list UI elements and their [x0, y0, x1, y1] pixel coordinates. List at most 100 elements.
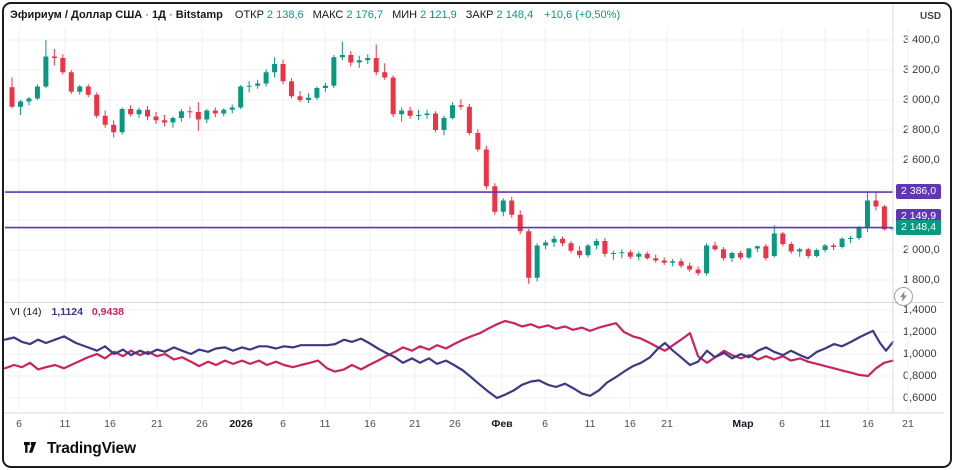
candle: [551, 238, 557, 243]
candle: [331, 57, 337, 86]
candle: [34, 86, 40, 99]
candle: [822, 245, 828, 250]
price-tick-label: 3 400,0: [903, 34, 940, 46]
candle: [289, 81, 295, 97]
candle: [365, 58, 371, 61]
separator-dot: ·: [169, 9, 173, 21]
candle: [348, 55, 354, 63]
candle: [712, 245, 718, 250]
ohlc-value: 2 148,4: [496, 9, 534, 21]
candle: [848, 238, 854, 239]
vi-plus-value: 1,1124: [51, 306, 83, 318]
candle: [255, 83, 261, 86]
candles-layer: [9, 40, 894, 284]
time-tick-label: 6: [280, 418, 286, 430]
candle: [119, 109, 125, 133]
price-tick-label: 2 600,0: [903, 154, 940, 166]
candle: [653, 258, 659, 261]
candle: [102, 115, 108, 125]
candle: [543, 242, 549, 246]
candle: [704, 245, 710, 274]
indicator-tick-label: 1,0000: [903, 348, 937, 360]
ohlc-label: ОТКР: [234, 9, 264, 21]
candle: [644, 253, 650, 259]
instant-trading-button[interactable]: [894, 287, 913, 306]
ohlc-label: МИН: [392, 9, 418, 21]
time-tick-label: 6: [542, 418, 548, 430]
candle: [517, 214, 523, 232]
time-tick-label: 11: [584, 418, 596, 430]
candle: [145, 109, 151, 117]
candle: [602, 241, 608, 254]
change-value: +10,6 (+0,50%): [544, 9, 621, 21]
tradingview-logo-icon: [24, 441, 37, 453]
candle: [416, 115, 422, 116]
ohlc-value: 2 176,7: [346, 9, 384, 21]
tradingview-logo-text: TradingView: [47, 440, 136, 457]
candle: [68, 72, 74, 92]
chart-canvas[interactable]: [0, 0, 948, 414]
symbol-header[interactable]: Эфириум / Доллар США · 1Д · Bitstamp ОТК…: [10, 9, 620, 21]
lightning-icon: [900, 291, 907, 302]
vortex-indicator-legend[interactable]: VI (14) 1,1124 0,9438: [10, 306, 124, 318]
candle: [272, 64, 278, 73]
price-tick-label: 1 800,0: [903, 274, 940, 286]
price-tick-label: 2 800,0: [903, 124, 940, 136]
symbol-name[interactable]: Эфириум / Доллар США: [10, 9, 143, 21]
candle: [805, 249, 811, 256]
candle: [153, 116, 159, 121]
candle: [26, 98, 32, 102]
candle: [128, 109, 134, 115]
candle: [754, 246, 760, 249]
candle: [238, 86, 244, 108]
candle: [170, 118, 176, 123]
separator-dot: ·: [145, 9, 149, 21]
vi-plus-line[interactable]: [4, 329, 894, 400]
time-tick-label: 16: [624, 418, 636, 430]
candle: [297, 96, 303, 100]
candle: [636, 253, 642, 257]
candle: [864, 200, 870, 228]
candle: [695, 269, 701, 274]
interval-label[interactable]: 1Д: [152, 9, 166, 21]
candle: [204, 110, 210, 120]
gridlines: [5, 28, 909, 411]
indicator-tick-label: 0,6000: [903, 392, 937, 404]
tradingview-logo[interactable]: TradingView: [24, 440, 136, 458]
price-tick-label: 2 000,0: [903, 244, 940, 256]
time-tick-label: 6: [16, 418, 22, 430]
candle: [212, 110, 218, 114]
candle: [678, 261, 684, 266]
time-tick-label: 6: [779, 418, 785, 430]
vi-minus-line[interactable]: [4, 319, 894, 378]
candle: [458, 105, 464, 107]
candle: [161, 120, 167, 123]
candle: [280, 64, 286, 82]
candle: [449, 105, 455, 118]
candle: [60, 58, 66, 73]
time-tick-label: 16: [364, 418, 376, 430]
candle: [221, 109, 227, 114]
candle: [720, 249, 726, 259]
candle: [509, 200, 515, 215]
time-tick-label: 16: [104, 418, 116, 430]
time-tick-label: 11: [319, 418, 331, 430]
candle: [356, 60, 362, 63]
candle: [593, 241, 599, 246]
time-tick-label: 26: [449, 418, 461, 430]
candle: [94, 94, 100, 116]
candle: [407, 110, 413, 116]
candle: [585, 245, 591, 256]
candle: [526, 231, 532, 278]
candle: [831, 245, 837, 247]
candle: [797, 249, 803, 252]
vi-minus-value: 0,9438: [91, 306, 125, 318]
indicator-tick-label: 0,8000: [903, 370, 937, 382]
candle: [534, 245, 540, 278]
candle: [17, 101, 23, 107]
candle: [475, 133, 481, 150]
candle: [492, 186, 498, 212]
candle: [229, 107, 235, 110]
indicator-name[interactable]: VI (14): [10, 306, 42, 318]
